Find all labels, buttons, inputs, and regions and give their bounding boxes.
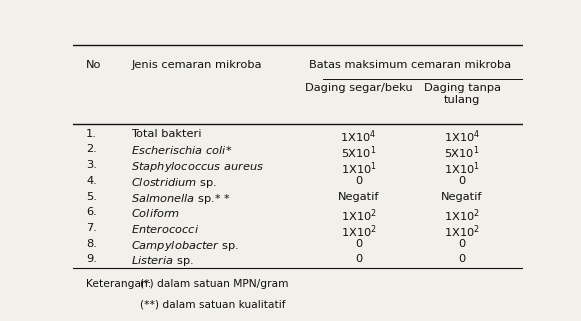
Text: 4.: 4. — [86, 176, 97, 186]
Text: $Campylobacter$ sp.: $Campylobacter$ sp. — [131, 239, 239, 253]
Text: 1X10$^{4}$: 1X10$^{4}$ — [340, 129, 376, 145]
Text: 0: 0 — [355, 239, 362, 248]
Text: $Salmonella$ sp.* *: $Salmonella$ sp.* * — [131, 192, 231, 205]
Text: 1X10$^{1}$: 1X10$^{1}$ — [444, 160, 480, 177]
Text: 2.: 2. — [86, 144, 97, 154]
Text: 1X10$^{2}$: 1X10$^{2}$ — [444, 207, 480, 224]
Text: Daging segar/beku: Daging segar/beku — [305, 83, 413, 93]
Text: $Coliform$: $Coliform$ — [131, 207, 180, 219]
Text: 1X10$^{2}$: 1X10$^{2}$ — [340, 207, 376, 224]
Text: Negatif: Negatif — [442, 192, 483, 202]
Text: Negatif: Negatif — [338, 192, 379, 202]
Text: $Enterococci$: $Enterococci$ — [131, 223, 199, 235]
Text: 7.: 7. — [86, 223, 97, 233]
Text: 1X10$^{4}$: 1X10$^{4}$ — [444, 129, 480, 145]
Text: Batas maksimum cemaran mikroba: Batas maksimum cemaran mikroba — [309, 59, 511, 70]
Text: $Escherischia$ $coli$*: $Escherischia$ $coli$* — [131, 144, 232, 156]
Text: Keterangan:: Keterangan: — [86, 279, 152, 289]
Text: 1.: 1. — [86, 129, 97, 139]
Text: $Clostridium$ sp.: $Clostridium$ sp. — [131, 176, 217, 190]
Text: 5.: 5. — [86, 192, 97, 202]
Text: $Listeria$ sp.: $Listeria$ sp. — [131, 254, 194, 268]
Text: Total bakteri: Total bakteri — [131, 129, 202, 139]
Text: (*) dalam satuan MPN/gram: (*) dalam satuan MPN/gram — [140, 279, 289, 289]
Text: 1X10$^{2}$: 1X10$^{2}$ — [340, 223, 376, 239]
Text: Daging tanpa
tulang: Daging tanpa tulang — [424, 83, 501, 105]
Text: $Staphylococcus$ $aureus$: $Staphylococcus$ $aureus$ — [131, 160, 264, 174]
Text: 1X10$^{2}$: 1X10$^{2}$ — [444, 223, 480, 239]
Text: 0: 0 — [458, 176, 466, 186]
Text: 0: 0 — [458, 239, 466, 248]
Text: 5X10$^{1}$: 5X10$^{1}$ — [341, 144, 376, 161]
Text: 0: 0 — [355, 176, 362, 186]
Text: 8.: 8. — [86, 239, 97, 248]
Text: (**) dalam satuan kualitatif: (**) dalam satuan kualitatif — [140, 300, 286, 310]
Text: 6.: 6. — [86, 207, 97, 217]
Text: 1X10$^{1}$: 1X10$^{1}$ — [340, 160, 376, 177]
Text: 0: 0 — [458, 254, 466, 264]
Text: 9.: 9. — [86, 254, 97, 264]
Text: 0: 0 — [355, 254, 362, 264]
Text: 3.: 3. — [86, 160, 97, 170]
Text: No: No — [86, 59, 102, 70]
Text: 5X10$^{1}$: 5X10$^{1}$ — [444, 144, 480, 161]
Text: Jenis cemaran mikroba: Jenis cemaran mikroba — [131, 59, 261, 70]
